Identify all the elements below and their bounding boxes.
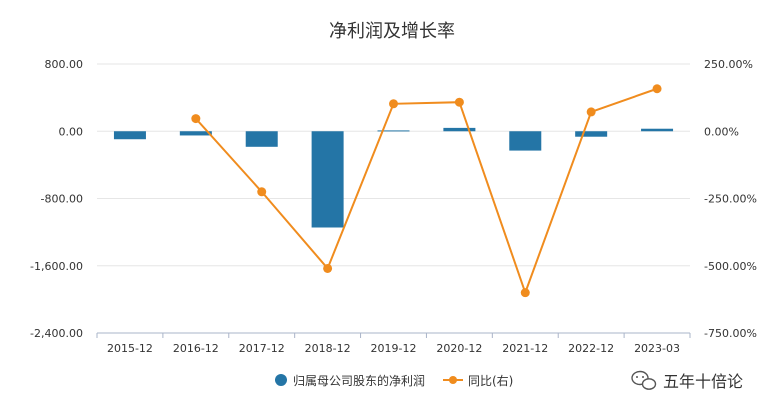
y-right-tick-label: -250.00% xyxy=(704,193,757,206)
x-tick-label: 2016-12 xyxy=(173,342,219,355)
line-point[interactable] xyxy=(323,263,333,273)
y-left-tick-label: -2,400.00 xyxy=(30,327,83,340)
line-point[interactable] xyxy=(257,187,267,197)
y-right-tick-label: -750.00% xyxy=(704,327,757,340)
y-left-tick-label: 800.00 xyxy=(45,58,84,71)
bar[interactable] xyxy=(575,131,608,137)
y-left-tick-label: -800.00 xyxy=(41,193,83,206)
y-right-tick-label: -500.00% xyxy=(704,260,757,273)
line-series xyxy=(191,84,662,298)
bar[interactable] xyxy=(311,131,344,228)
line-point[interactable] xyxy=(652,84,662,94)
x-tick-label: 2018-12 xyxy=(305,342,351,355)
legend-line-dot xyxy=(449,376,457,384)
x-tick-label: 2022-12 xyxy=(568,342,614,355)
line-point[interactable] xyxy=(586,107,596,117)
watermark: 五年十倍论 xyxy=(631,370,743,391)
legend[interactable]: 归属母公司股东的净利润 同比(右) xyxy=(275,373,513,388)
bar[interactable] xyxy=(509,131,542,151)
legend-bar-marker xyxy=(275,374,287,386)
line-point[interactable] xyxy=(454,97,464,107)
x-tick-label: 2017-12 xyxy=(239,342,285,355)
bar[interactable] xyxy=(377,130,410,132)
chart-title: 净利润及增长率 xyxy=(329,21,455,42)
x-axis: 2015-12 2016-12 2017-12 2018-12 2019-12 2020-… xyxy=(96,332,691,355)
x-tick-label: 2023-03 xyxy=(634,342,680,355)
y-axis-right: 250.00% 0.00% -250.00% -500.00% -750.00% xyxy=(704,58,757,340)
bar[interactable] xyxy=(113,131,146,140)
bar[interactable] xyxy=(641,128,674,132)
y-left-tick-label: 0.00 xyxy=(59,125,84,138)
y-right-tick-label: 250.00% xyxy=(704,58,753,71)
x-tick-label: 2015-12 xyxy=(107,342,153,355)
wechat-icon xyxy=(631,370,657,390)
line-point[interactable] xyxy=(389,99,398,109)
y-axis-left: 800.00 0.00 -800.00 -1,600.00 -2,400.00 xyxy=(30,58,83,340)
legend-label-line: 同比(右) xyxy=(468,373,513,388)
bar-series xyxy=(113,127,674,228)
line-path xyxy=(195,87,658,296)
y-left-tick-label: -1,600.00 xyxy=(30,260,83,273)
x-tick-label: 2020-12 xyxy=(436,342,482,355)
watermark-text: 五年十倍论 xyxy=(663,372,743,391)
line-point[interactable] xyxy=(520,288,530,298)
bar[interactable] xyxy=(245,131,278,147)
x-tick-label: 2019-12 xyxy=(371,342,417,355)
x-tick-label: 2021-12 xyxy=(502,342,548,355)
line-point[interactable] xyxy=(191,114,201,124)
bar[interactable] xyxy=(443,127,476,132)
legend-label-bar: 归属母公司股东的净利润 xyxy=(293,373,425,388)
y-right-tick-label: 0.00% xyxy=(704,125,739,138)
bar[interactable] xyxy=(179,131,212,136)
